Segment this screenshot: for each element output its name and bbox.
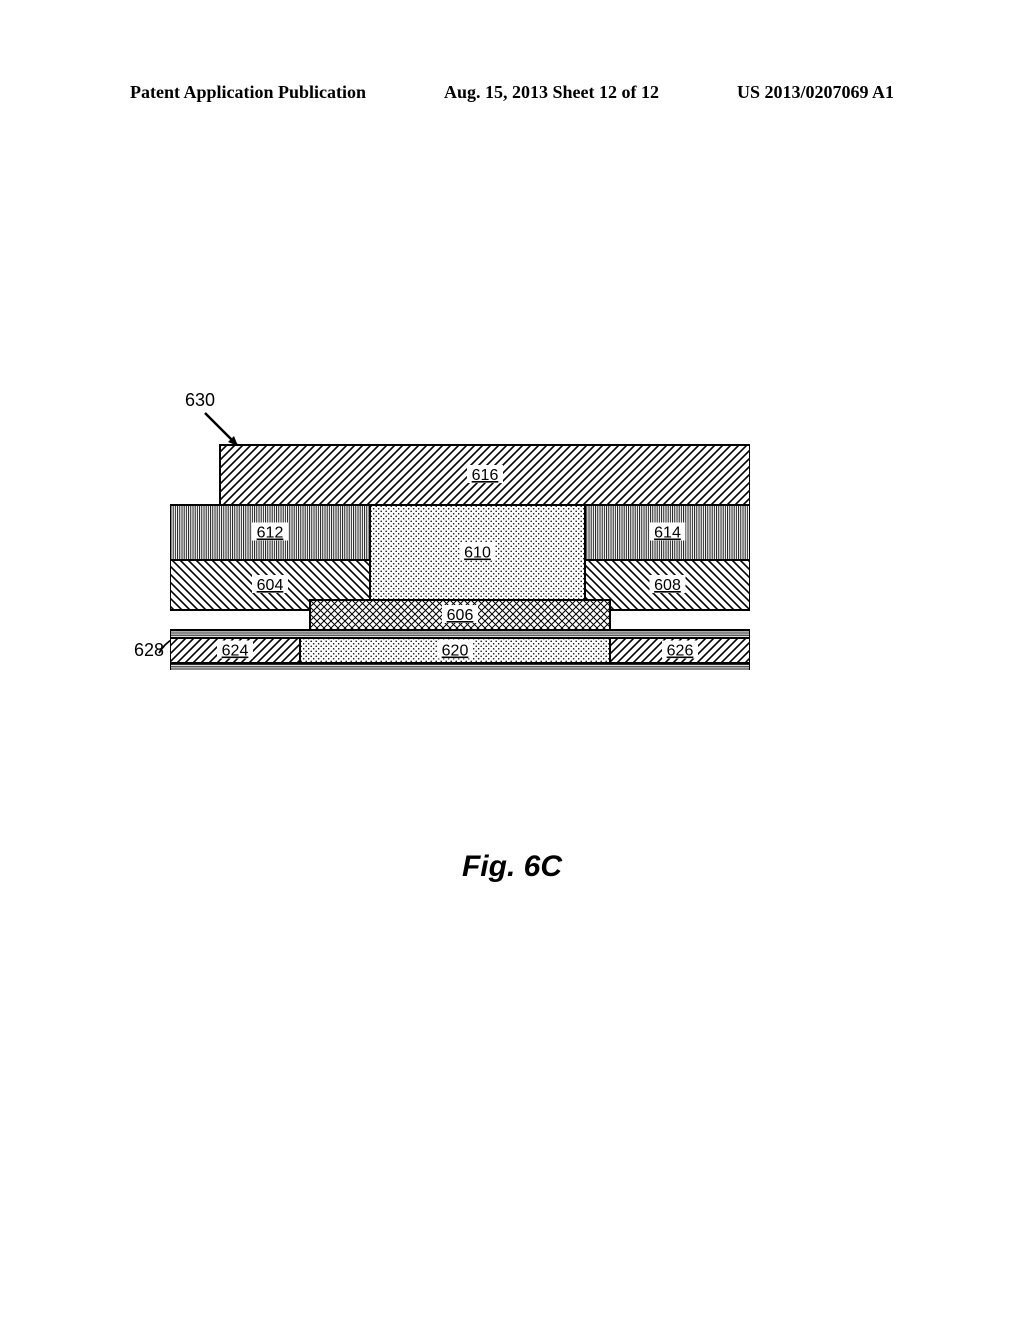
header-right: US 2013/0207069 A1 (737, 82, 894, 103)
figure-caption: Fig. 6C (0, 850, 1024, 884)
header-center: Aug. 15, 2013 Sheet 12 of 12 (444, 82, 659, 103)
label-616: 616 (472, 467, 499, 484)
label-606: 606 (447, 607, 474, 624)
label-608: 608 (654, 577, 681, 594)
label-610: 610 (464, 545, 491, 562)
label-614: 614 (654, 525, 681, 542)
label-604: 604 (257, 577, 284, 594)
figure-6c: 622604608606624620626612614610616 (170, 390, 750, 700)
layer-thin (170, 630, 750, 638)
layer-622 (170, 663, 750, 670)
page-header: Patent Application Publication Aug. 15, … (0, 82, 1024, 103)
header-left: Patent Application Publication (130, 82, 366, 103)
label-612: 612 (257, 525, 284, 542)
label-624: 624 (222, 643, 249, 660)
figure-svg: 622604608606624620626612614610616 (170, 390, 750, 670)
label-626: 626 (667, 643, 694, 660)
label-620: 620 (442, 643, 469, 660)
